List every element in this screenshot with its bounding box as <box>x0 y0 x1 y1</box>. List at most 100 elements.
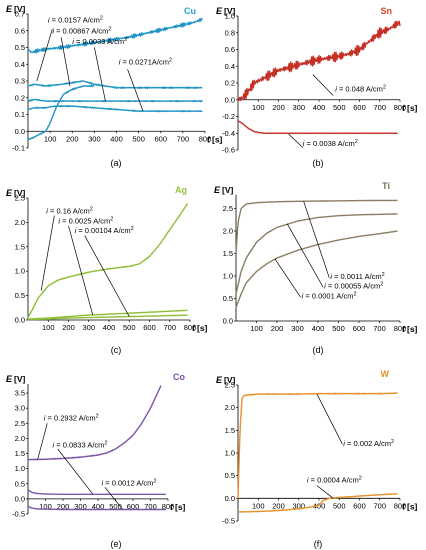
x-tick-label: 500 <box>332 324 345 333</box>
y-tick-label: 0.7 <box>15 10 25 19</box>
y-tick-label: 0.4 <box>225 62 235 71</box>
x-tick-label: 200 <box>66 134 79 143</box>
series-line <box>235 213 398 295</box>
y-tick-label: -0.2 <box>222 112 235 121</box>
annotation-leader <box>36 28 53 82</box>
x-tick-label: 600 <box>143 323 156 332</box>
y-tick-label: 0.2 <box>15 93 25 102</box>
y-tick-label: 0.0 <box>225 95 235 104</box>
series-line <box>27 17 203 54</box>
y-axis-label: E [V] <box>6 4 26 14</box>
x-axis-label: t [s] <box>402 501 418 511</box>
series-line <box>27 98 203 103</box>
y-tick-label: 2.5 <box>225 381 235 390</box>
y-axis-label: E [V] <box>216 375 236 385</box>
x-tick-label: 600 <box>353 103 366 112</box>
annotation-label: i = 0.0157 A/cm2 <box>48 15 103 24</box>
metal-label: Ag <box>175 185 187 195</box>
y-tick-label: 1.0 <box>15 464 25 473</box>
y-axis-label: E [V] <box>6 188 26 198</box>
y-tick-label: 2.0 <box>225 403 235 412</box>
annotation-leader <box>60 37 71 87</box>
series-line <box>27 505 166 511</box>
x-tick-label: 200 <box>272 501 285 510</box>
x-axis-label: t [s] <box>402 324 418 334</box>
x-tick-label: 400 <box>103 323 116 332</box>
x-tick-label: 800 <box>394 501 407 510</box>
series-line <box>235 230 398 308</box>
y-tick-label: 0.0 <box>15 127 25 136</box>
x-tick-label: 700 <box>373 501 386 510</box>
annotation-leader <box>94 47 106 102</box>
annotation-leader <box>286 223 324 288</box>
annotation-label: i = 0.00055 A/cm2 <box>324 282 383 291</box>
annotation-label: i = 0.0038 A/cm2 <box>303 139 358 148</box>
annotation-leader <box>288 133 304 148</box>
annotation-label: i = 0.0011 A/cm2 <box>330 272 384 281</box>
series-line <box>235 199 398 254</box>
annotation-label: i = 0.0271A/cm2 <box>119 57 172 66</box>
x-tick-label: 400 <box>313 103 326 112</box>
x-tick-label: 500 <box>132 134 145 143</box>
metal-label: Sn <box>380 6 392 16</box>
y-tick-label: 3.5 <box>15 389 25 398</box>
y-tick-label: 0.8 <box>225 28 235 37</box>
y-tick-label: -0.1 <box>12 144 25 153</box>
series-line <box>237 392 398 499</box>
annotation-label: i = 0.0025 A/cm2 <box>58 216 113 225</box>
y-axis-label: E [V] <box>216 6 236 16</box>
metal-label: Cu <box>184 6 196 16</box>
x-tick-label: 400 <box>110 134 123 143</box>
series-line <box>28 385 162 461</box>
x-tick-label: 300 <box>291 324 304 333</box>
panel-label: (f) <box>314 539 323 549</box>
y-tick-label: -0.6 <box>222 146 235 155</box>
metal-label: Ti <box>382 181 390 191</box>
y-tick-label: 3.0 <box>15 404 25 413</box>
y-tick-label: 2.5 <box>15 419 25 428</box>
y-tick-label: 0.1 <box>15 110 25 119</box>
y-tick-label: 0.3 <box>15 77 25 86</box>
panel-cu: -0.1 0.0 0.1 0.2 0.3 0.4 0.5 0.6 0.7 100 200 300 400… <box>6 4 223 168</box>
y-tick-label: 0.5 <box>225 471 235 480</box>
x-tick-label: 500 <box>333 501 346 510</box>
y-tick-label: 2.5 <box>223 204 233 213</box>
metal-label: Co <box>173 372 185 382</box>
annotation-label: i = 0.2932 A/cm2 <box>44 413 99 422</box>
panel-co: -0.5 0.0 0.5 1.0 1.5 2.0 2.5 3.0 3.5 100 200 300 400… <box>6 372 186 549</box>
y-tick-label: 0.0 <box>15 316 25 325</box>
annotation-leader <box>312 74 334 96</box>
x-tick-label: 100 <box>42 323 55 332</box>
series-line <box>237 120 398 135</box>
y-tick-label: 1.0 <box>225 449 235 458</box>
panel-label: (e) <box>111 539 122 549</box>
panel-ag: 0.0 0.5 1.0 1.5 2.0 2.5 100 200 300 400 500 600 700 8… <box>6 185 208 355</box>
x-tick-label: 200 <box>271 324 284 333</box>
series-line <box>27 203 189 318</box>
y-tick-label: 0.0 <box>225 494 235 503</box>
x-tick-label: 800 <box>394 324 407 333</box>
annotation-label: i = 0.16 A/cm2 <box>46 207 93 216</box>
annotation-label: i = 0.0012 A/cm2 <box>102 478 157 487</box>
annotation-label: i = 0.0033 A/cm2 <box>72 37 127 46</box>
panel-label: (d) <box>313 345 324 355</box>
x-axis-label: t [s] <box>192 323 208 333</box>
x-tick-label: 700 <box>163 323 176 332</box>
annotation-leader <box>40 215 55 291</box>
x-tick-label: 600 <box>353 501 366 510</box>
annotation-leader <box>104 487 123 510</box>
series-line <box>27 84 95 141</box>
x-tick-label: 500 <box>333 103 346 112</box>
y-tick-label: 1.5 <box>15 242 25 251</box>
x-tick-label: 800 <box>199 134 212 143</box>
x-tick-label: 800 <box>394 103 407 112</box>
x-tick-label: 800 <box>162 502 175 511</box>
y-tick-label: 1.5 <box>223 249 233 258</box>
x-tick-label: 700 <box>373 103 386 112</box>
y-tick-label: 1.0 <box>15 267 25 276</box>
y-tick-label: 1.0 <box>223 272 233 281</box>
y-tick-label: 2.0 <box>223 227 233 236</box>
panel-label: (b) <box>313 158 324 168</box>
x-tick-label: 700 <box>177 134 190 143</box>
